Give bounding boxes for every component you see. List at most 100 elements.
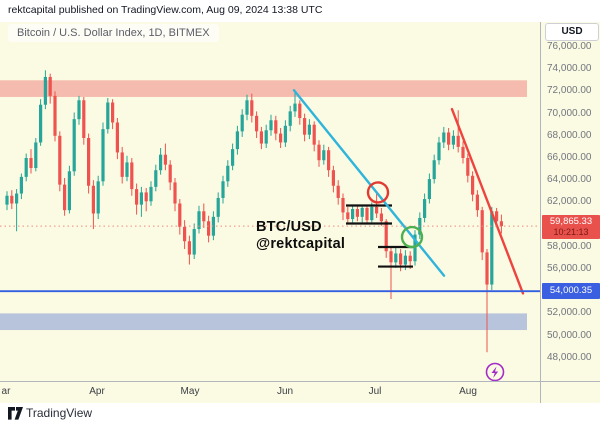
lightning-marker[interactable] <box>485 362 505 381</box>
candle-body <box>408 255 412 262</box>
candle <box>427 173 431 204</box>
downtrend-red <box>450 107 525 295</box>
candle-body <box>495 211 499 222</box>
candle <box>240 109 244 137</box>
candle-body <box>53 95 57 136</box>
candle <box>351 205 355 223</box>
candle-body <box>120 152 124 177</box>
candle-body <box>346 212 350 220</box>
candle-body <box>437 142 441 161</box>
candle-body <box>87 138 91 186</box>
candle <box>221 175 225 204</box>
level-price-badge: 54,000.35 <box>542 283 600 300</box>
candle <box>207 215 211 243</box>
price-tick-label: 58,000.00 <box>547 240 592 252</box>
candle-body <box>101 129 105 182</box>
candle-body <box>389 251 393 263</box>
candle-body <box>293 103 297 112</box>
candle-body <box>355 209 359 217</box>
candle-body <box>207 221 211 236</box>
plot-layer <box>0 70 540 381</box>
candle <box>499 214 503 234</box>
candle <box>187 235 191 265</box>
watermark-symbol: BTC/USD <box>256 219 322 235</box>
candle-body <box>226 165 230 182</box>
candle-body <box>499 221 503 227</box>
candle-body <box>423 199 427 218</box>
support-zone <box>0 313 527 331</box>
chart-area[interactable]: Bitcoin / U.S. Dollar Index, 1D, BITMEX … <box>0 22 600 404</box>
candle-body <box>154 170 158 187</box>
candle <box>250 93 254 123</box>
candle <box>87 133 91 194</box>
candle-body <box>451 135 455 145</box>
candle-body <box>91 185 95 214</box>
candle <box>365 205 369 224</box>
candle <box>312 121 316 152</box>
candle-body <box>365 207 369 221</box>
candle <box>178 199 182 235</box>
price-tick-label: 52,000.00 <box>547 307 592 319</box>
candle-body <box>288 111 292 126</box>
candle-body <box>96 181 100 214</box>
candle <box>192 223 196 260</box>
candle-body <box>235 131 239 150</box>
price-tick-label: 48,000.00 <box>547 351 592 363</box>
candle-body <box>221 181 225 198</box>
candle <box>303 113 307 142</box>
candle <box>77 95 81 125</box>
price-tick-label: 66,000.00 <box>547 152 592 163</box>
candle-body <box>264 130 268 144</box>
candle <box>456 110 460 153</box>
bar-countdown: 10:21:13 <box>553 227 589 238</box>
candle <box>307 119 311 140</box>
candle <box>120 146 124 184</box>
candle <box>24 153 28 182</box>
symbol-title: Bitcoin / U.S. Dollar Index, 1D, BITMEX <box>8 24 219 42</box>
candle <box>490 206 494 291</box>
candle <box>346 206 350 224</box>
candle <box>159 148 163 175</box>
candle-body <box>442 132 446 143</box>
candle <box>183 220 187 250</box>
candle-body <box>274 120 278 134</box>
candle <box>235 125 239 155</box>
candle-body <box>5 195 9 205</box>
candle <box>432 154 436 184</box>
candle-body <box>490 211 494 285</box>
candle-body <box>250 100 254 116</box>
tradingview-logo-icon[interactable] <box>8 407 23 420</box>
tradingview-wordmark[interactable]: TradingView <box>26 406 93 420</box>
candle <box>43 70 47 110</box>
candle-body <box>466 158 470 176</box>
candle <box>216 192 220 223</box>
candle <box>413 230 417 266</box>
candle <box>115 118 119 160</box>
candle <box>269 114 273 136</box>
candle <box>466 153 470 183</box>
candle-body <box>317 144 321 161</box>
candle <box>327 146 331 177</box>
candlestick-chart[interactable] <box>0 22 600 403</box>
candle <box>130 158 134 196</box>
resistance-zone <box>0 80 527 97</box>
candle-body <box>183 226 187 242</box>
price-tick-label: 68,000.00 <box>547 129 592 141</box>
candle-body <box>331 170 335 186</box>
candle <box>106 98 110 134</box>
candle-body <box>259 131 263 144</box>
price-axis[interactable]: USD 76,000.00 74,000.00 72,000.00 70,000.00… <box>540 22 600 381</box>
candle <box>384 219 388 258</box>
month-label: May <box>180 386 200 397</box>
candle <box>72 112 76 176</box>
currency-button[interactable]: USD <box>545 23 599 41</box>
candle-body <box>341 197 345 213</box>
candle <box>48 73 52 104</box>
candle-body <box>192 229 196 255</box>
candle <box>173 177 177 212</box>
time-axis[interactable]: ar Apr May Jun Jul Aug <box>0 381 600 404</box>
candle-body <box>303 118 307 135</box>
candle-body <box>394 253 398 263</box>
candle <box>423 193 427 223</box>
candle <box>264 124 268 149</box>
